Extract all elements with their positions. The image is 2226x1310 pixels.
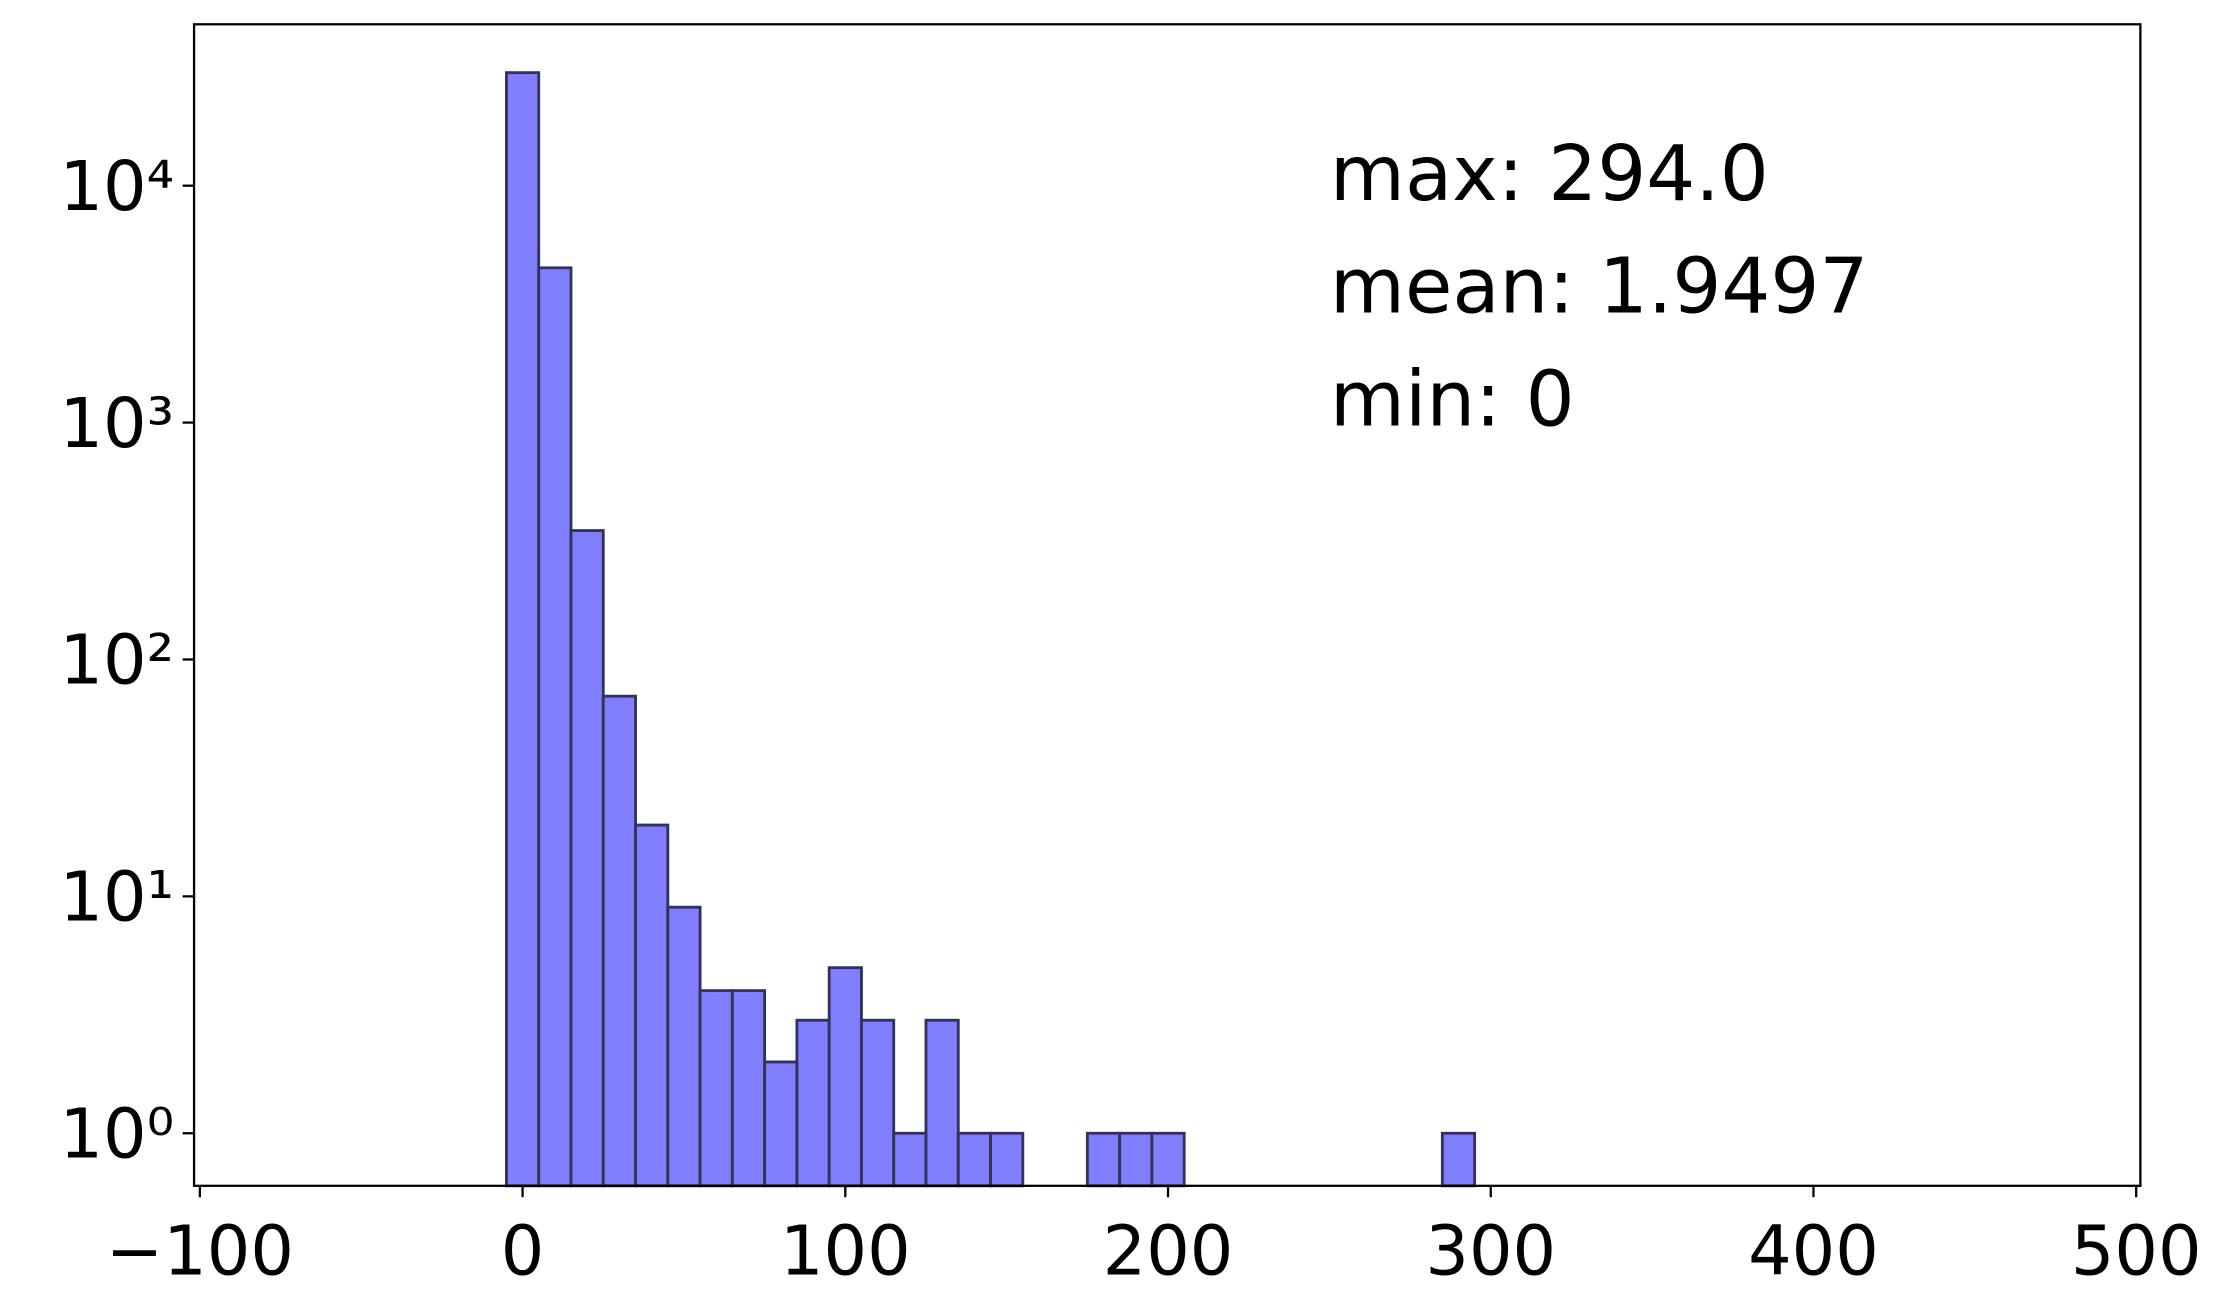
bar	[666, 905, 702, 1188]
bar	[1150, 1131, 1186, 1188]
bar	[698, 989, 734, 1188]
x-tick-label: 500	[2071, 1211, 2202, 1291]
bar	[956, 1131, 992, 1188]
bar	[634, 823, 670, 1188]
bar	[505, 71, 541, 1188]
y-tick-label: 10²	[59, 621, 174, 701]
bar	[763, 1060, 799, 1188]
x-tick-label: −100	[106, 1211, 294, 1291]
x-tick-label: 0	[501, 1211, 545, 1291]
bar	[1118, 1131, 1154, 1188]
bar	[795, 1018, 831, 1188]
plot-area: −100 0 100 200 300 400 500 10⁰ 10¹ 10² 10³ 10⁴ max: …	[59, 23, 2202, 1291]
annotation: mean: 1.9497	[1330, 242, 1869, 332]
axes-frame	[192, 23, 2142, 1187]
x-tick-label: 200	[1103, 1211, 1234, 1291]
x-tick-label: 100	[780, 1211, 911, 1291]
x-tick-label: 300	[1425, 1211, 1556, 1291]
bar	[989, 1131, 1025, 1188]
bar	[569, 529, 605, 1188]
x-tick-label: 400	[1748, 1211, 1879, 1291]
y-tick-label: 10⁰	[59, 1095, 174, 1175]
y-tick-label: 10⁴	[59, 147, 174, 227]
annotation: min: 0	[1330, 354, 1575, 444]
bar	[1440, 1131, 1477, 1188]
y-tick-label: 10³	[59, 384, 174, 464]
bar	[1085, 1131, 1122, 1188]
bar	[601, 694, 637, 1188]
bar	[827, 966, 863, 1188]
bar	[892, 1131, 928, 1188]
annotation: max: 294.0	[1330, 129, 1769, 219]
bar	[860, 1018, 896, 1188]
bar	[730, 989, 767, 1188]
bar	[924, 1018, 960, 1188]
bar	[537, 266, 573, 1188]
y-tick-label: 10¹	[59, 858, 174, 938]
